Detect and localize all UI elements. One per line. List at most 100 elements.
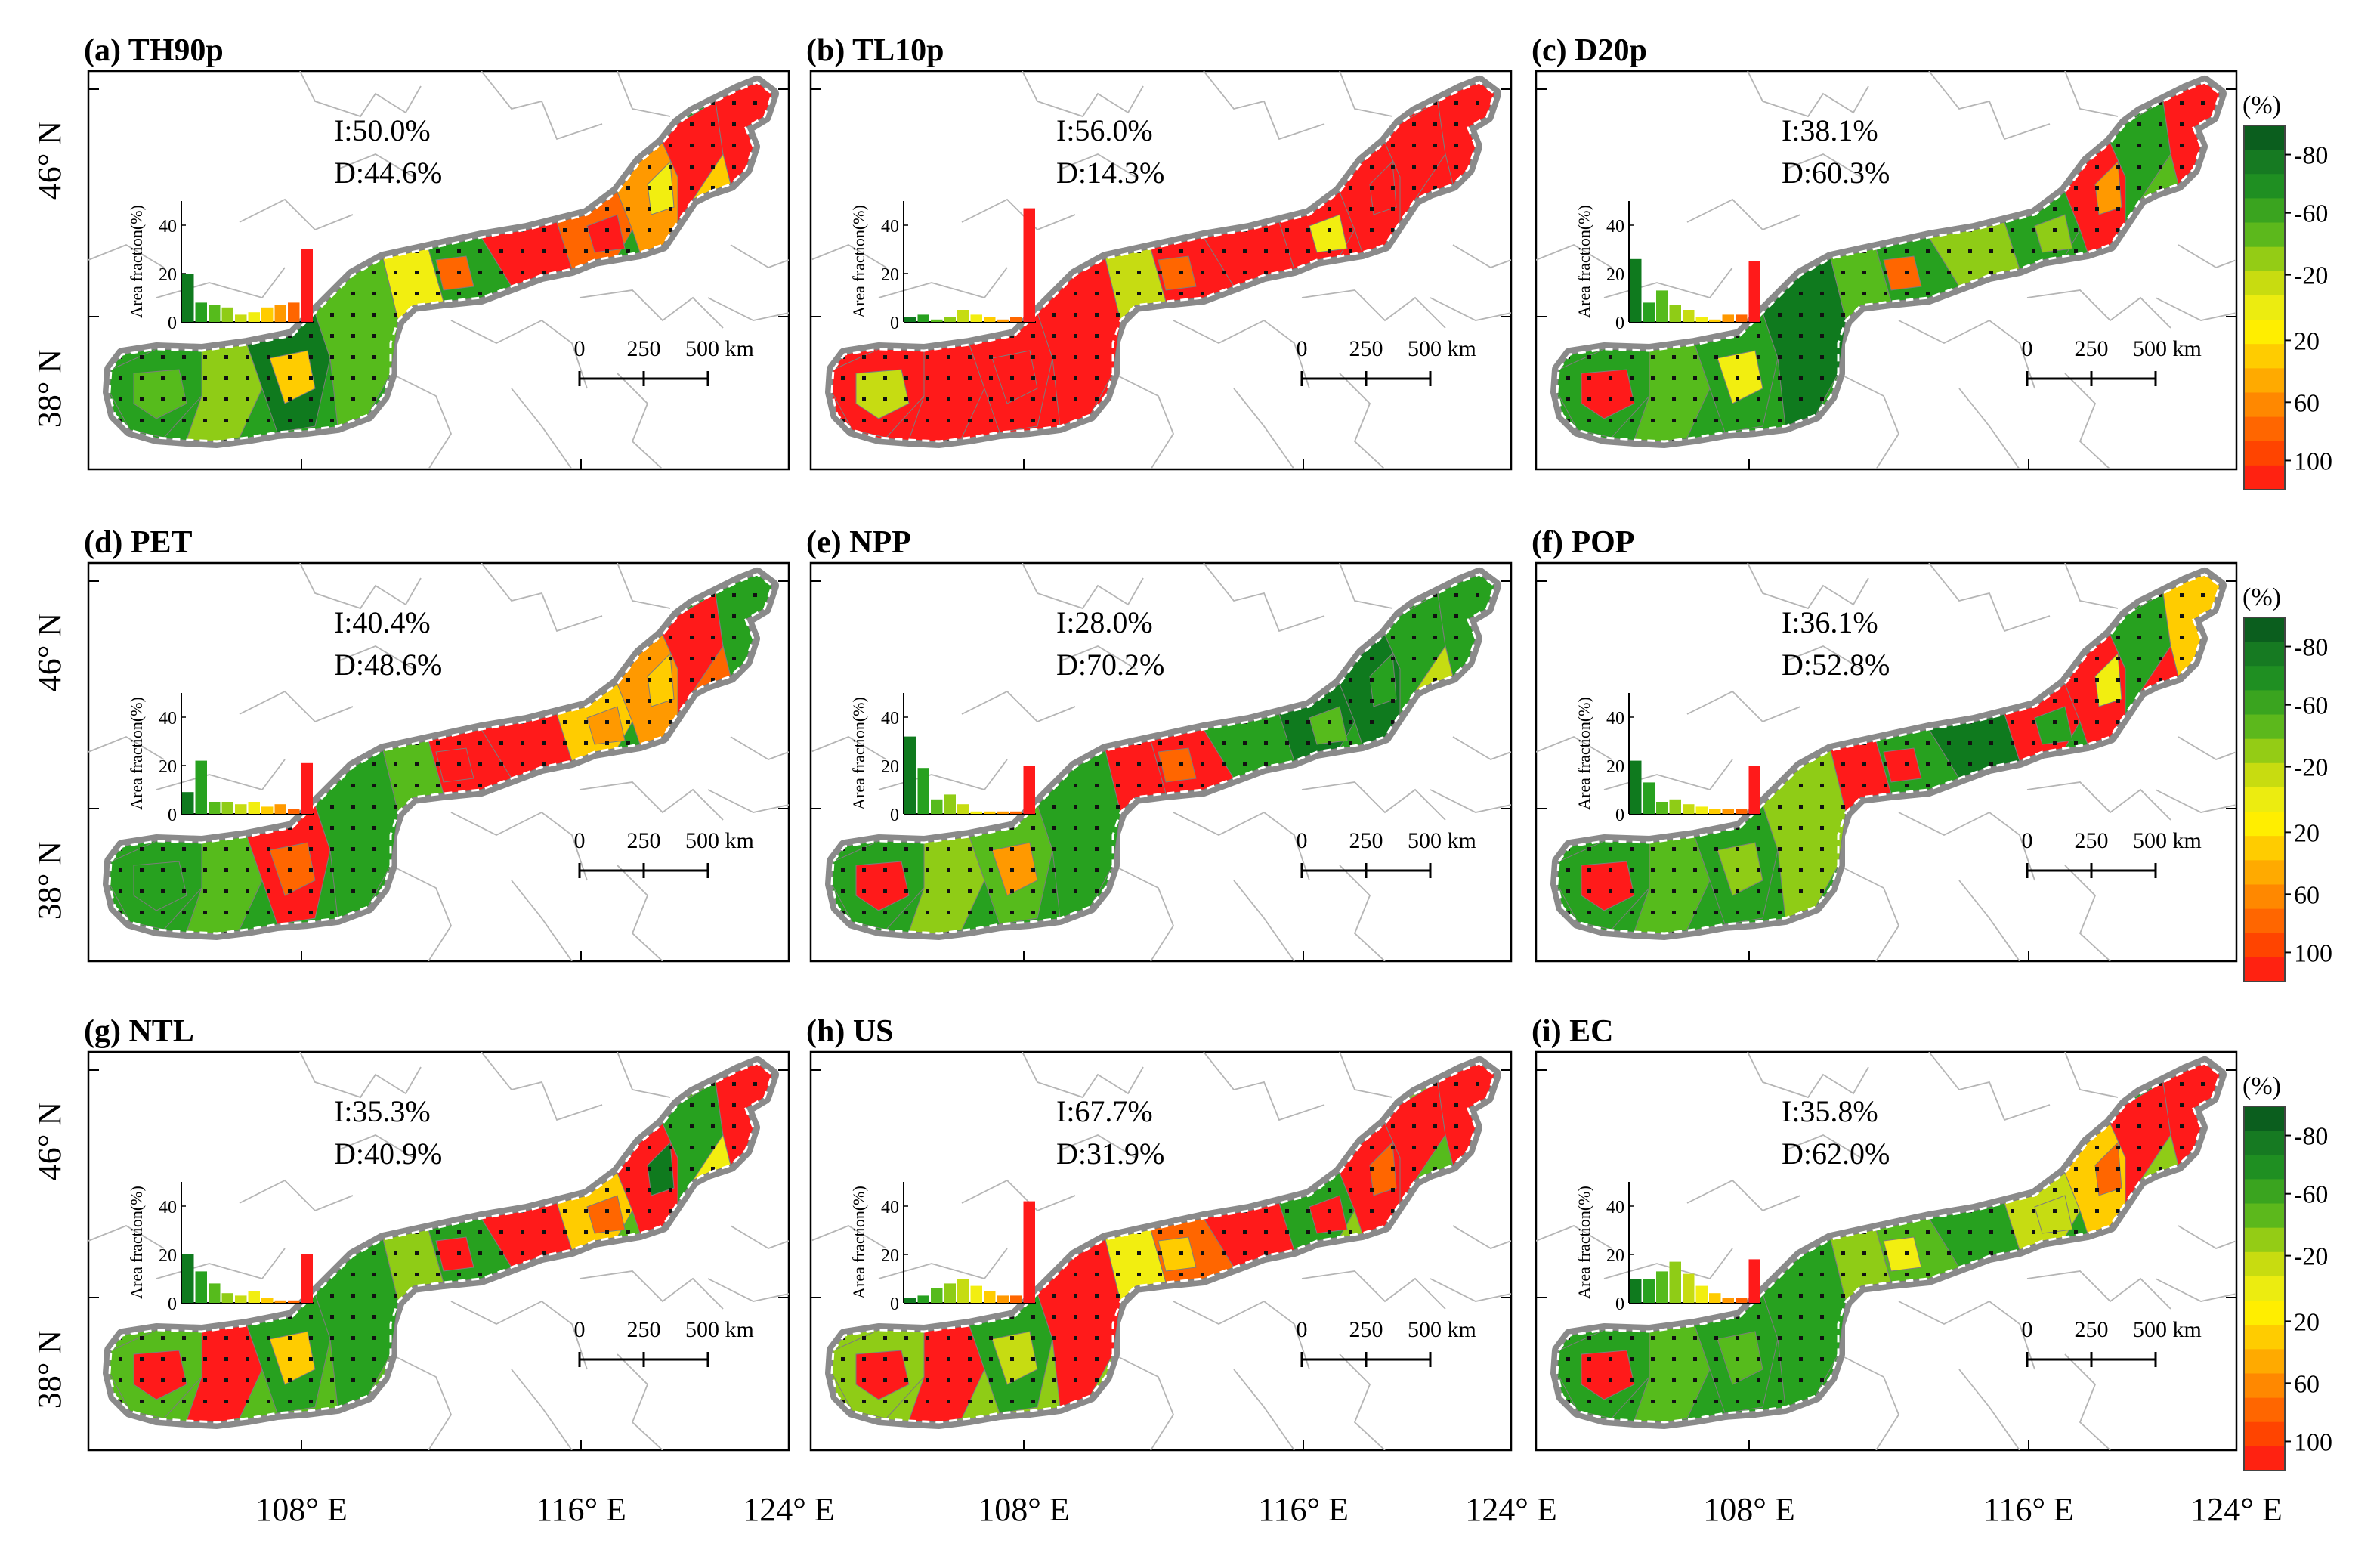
inset-bar bbox=[1643, 782, 1655, 814]
colorbar-tick-label: 60 bbox=[2294, 881, 2320, 909]
scale-label: 0 bbox=[1297, 336, 1308, 361]
colorbar-segment bbox=[2244, 1131, 2285, 1155]
inset-bar bbox=[1010, 811, 1022, 814]
border-line bbox=[1898, 319, 2035, 389]
border-line bbox=[878, 1248, 1008, 1280]
border-line bbox=[1536, 735, 1612, 760]
colorbar-tick-label: -80 bbox=[2294, 1123, 2328, 1151]
border-line bbox=[2178, 736, 2236, 760]
border-line bbox=[337, 1134, 414, 1158]
inset-tick-label: 40 bbox=[1606, 1198, 1624, 1217]
inset-bar bbox=[1709, 319, 1721, 322]
border-line bbox=[239, 198, 354, 231]
border-line bbox=[1785, 645, 1862, 670]
inset-tick-label: 0 bbox=[1615, 314, 1624, 333]
border-line bbox=[1301, 781, 1446, 821]
stat-decrease: D:60.3% bbox=[1782, 156, 1890, 190]
scale-label: 500 km bbox=[2133, 828, 2202, 853]
border-line bbox=[2155, 1278, 2236, 1302]
inset-histogram: 0 20 40 Area fraction(%) bbox=[849, 1182, 1036, 1314]
colorbar-segment bbox=[2244, 1301, 2285, 1325]
border-line bbox=[239, 1179, 354, 1212]
inset-bar bbox=[301, 1254, 313, 1303]
inset-bar bbox=[209, 305, 221, 322]
inset-bar bbox=[957, 1279, 969, 1303]
inset-bar bbox=[1010, 1295, 1022, 1303]
lon-tick-label: 116° E bbox=[1258, 1491, 1349, 1528]
stat-decrease: D:44.6% bbox=[334, 156, 442, 190]
colorbar-segment bbox=[2244, 1155, 2285, 1180]
lat-tick-label: 46° N bbox=[31, 613, 68, 691]
border-line bbox=[1059, 1134, 1136, 1158]
border-line bbox=[2064, 1052, 2119, 1098]
border-line bbox=[1233, 388, 1295, 469]
colorbar-frame bbox=[2243, 125, 2286, 490]
border-line bbox=[1747, 563, 1869, 610]
colorbar-segment bbox=[2244, 860, 2285, 885]
scale-label: 500 km bbox=[2133, 1317, 2202, 1342]
border-line bbox=[88, 735, 165, 760]
stat-increase: I:28.0% bbox=[1056, 605, 1153, 639]
colorbar-segment bbox=[2244, 125, 2285, 150]
border-line bbox=[1022, 563, 1144, 610]
inset-bar bbox=[1748, 766, 1760, 814]
significance-dots bbox=[110, 574, 772, 933]
inset-tick-label: 40 bbox=[159, 709, 177, 728]
border-line bbox=[1301, 1270, 1446, 1310]
inset-ylabel: Area fraction(%) bbox=[849, 205, 868, 318]
scale-label: 250 bbox=[627, 336, 661, 361]
lon-tick-label: 108° E bbox=[978, 1491, 1069, 1528]
border-line bbox=[1898, 1300, 2035, 1370]
colorbar-segment bbox=[2244, 933, 2285, 958]
inset-bar bbox=[1695, 317, 1708, 322]
border-line bbox=[1339, 865, 1386, 961]
border-line bbox=[1233, 1369, 1295, 1450]
border-line bbox=[707, 1278, 789, 1302]
colorbar-segment bbox=[2244, 1251, 2285, 1277]
border-line bbox=[1452, 736, 1511, 760]
border-line bbox=[299, 71, 422, 118]
colorbar-segment bbox=[2244, 174, 2285, 199]
inset-bar bbox=[904, 736, 916, 814]
inset-bar bbox=[997, 1295, 1009, 1303]
colorbar-segment bbox=[2244, 690, 2285, 716]
border-line bbox=[2178, 244, 2236, 268]
inset-bar bbox=[1722, 314, 1734, 322]
border-line bbox=[1603, 1248, 1733, 1280]
colorbar-segment bbox=[2244, 416, 2285, 442]
border-line bbox=[811, 735, 887, 760]
region-outline bbox=[108, 573, 774, 935]
inset-ylabel: Area fraction(%) bbox=[849, 1186, 868, 1299]
map-panel: (d) PET I:40.4% D:48.6% 0 20 40 Area fraction(… bbox=[84, 525, 790, 963]
border-line bbox=[579, 781, 724, 821]
border-line bbox=[2026, 781, 2171, 821]
stat-increase: I:40.4% bbox=[334, 605, 431, 639]
inset-bar bbox=[1722, 809, 1734, 814]
map-area bbox=[1536, 563, 2236, 961]
significance-dots bbox=[1557, 574, 2220, 933]
border-line bbox=[1233, 880, 1295, 961]
map-area bbox=[1536, 1052, 2236, 1450]
scale-bar: 0 250 500 km bbox=[574, 336, 754, 386]
inset-bar bbox=[984, 317, 996, 322]
inset-ylabel: Area fraction(%) bbox=[849, 697, 868, 810]
border-line bbox=[1112, 865, 1175, 961]
colorbar-frame bbox=[2243, 1106, 2286, 1471]
border-line bbox=[730, 1225, 789, 1249]
inset-tick-label: 40 bbox=[159, 1198, 177, 1217]
stat-decrease: D:70.2% bbox=[1056, 648, 1164, 682]
scale-label: 500 km bbox=[1408, 828, 1476, 853]
panel-title: (b) TL10p bbox=[806, 33, 944, 68]
significance-dots bbox=[110, 82, 772, 441]
border-line bbox=[481, 563, 603, 633]
colorbar-segment bbox=[2244, 1227, 2285, 1253]
border-line bbox=[1430, 789, 1511, 813]
scale-label: 0 bbox=[574, 828, 586, 853]
border-line bbox=[730, 736, 789, 760]
stat-increase: I:36.1% bbox=[1782, 605, 1878, 639]
scale-label: 500 km bbox=[1408, 336, 1476, 361]
scale-bar: 0 250 500 km bbox=[2022, 1317, 2202, 1367]
map-area bbox=[1536, 71, 2236, 469]
inset-bar bbox=[944, 317, 956, 322]
map-panel: (e) NPP I:28.0% D:70.2% 0 20 40 Area fraction(… bbox=[806, 525, 1513, 963]
